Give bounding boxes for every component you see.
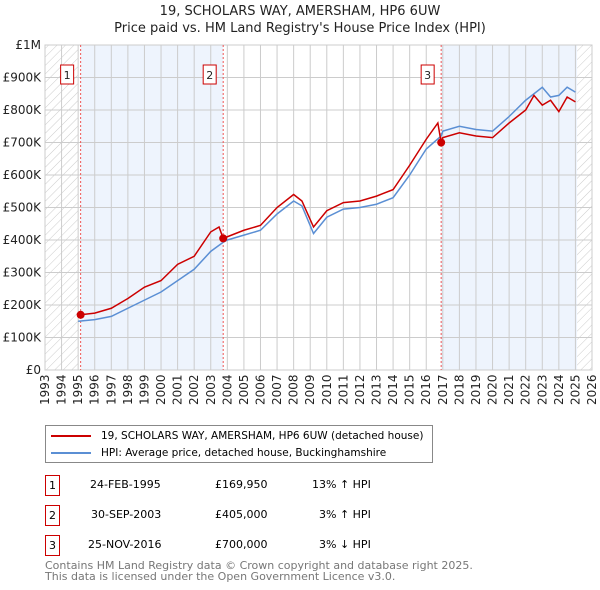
x-tick-label: 1999 [137,374,151,405]
footer-copyright: Contains HM Land Registry data © Crown c… [45,559,473,572]
x-tick-label: 2024 [552,374,566,405]
x-tick-label: 2007 [270,374,284,405]
y-tick-label: £0 [26,363,41,377]
x-tick-label: 1996 [88,374,102,405]
transaction-number: 3 [45,535,60,556]
plot-border [44,44,593,371]
x-tick-label: 2025 [568,374,582,405]
sale-label-box [420,64,435,85]
transaction-number: 1 [45,475,60,496]
series-line [80,94,576,316]
x-tick-label: 2002 [187,374,201,405]
y-tick-label: £600K [3,168,43,182]
x-tick-label: 2026 [585,374,599,405]
sale-label-box [60,64,75,85]
x-tick-label: 2022 [519,374,533,405]
x-tick-label: 2014 [386,374,400,405]
x-tick-label: 2010 [320,374,334,405]
y-tick-label: £800K [3,103,43,117]
x-tick-label: 2004 [220,374,234,405]
sale-label: 3 [424,69,431,82]
transaction-date: 30-SEP-2003 [91,508,162,521]
x-tick-label: 2016 [419,374,433,405]
x-tick-label: 2000 [154,374,168,405]
transaction-hpi: 3% ↓ HPI [319,538,371,551]
x-tick-label: 2021 [502,374,516,405]
transaction-price: £169,950 [215,478,268,491]
legend-swatch [51,435,91,437]
x-tick-label: 2013 [370,374,384,405]
y-tick-label: £1M [15,38,41,52]
x-tick-label: 2023 [535,374,549,405]
transaction-price: £700,000 [215,538,268,551]
x-tick-label: 1993 [38,374,52,405]
x-tick-label: 2009 [303,374,317,405]
transaction-hpi: 3% ↑ HPI [319,508,371,521]
x-tick-label: 1997 [104,374,118,405]
series-line [78,86,576,322]
x-tick-label: 2012 [353,374,367,405]
x-tick-label: 1994 [55,374,69,405]
y-tick-label: £300K [3,266,43,280]
x-tick-label: 1998 [121,374,135,405]
x-tick-label: 2020 [486,374,500,405]
x-tick-label: 2017 [436,374,450,405]
x-tick-label: 2001 [171,374,185,405]
x-tick-label: 2003 [204,374,218,405]
plot-area: 1993 1994 1995 1996 1997 1998 1999 2000 2001 2002… [3,38,599,405]
sale-point [437,138,446,147]
y-tick-label: £400K [3,233,43,247]
sale-point [76,310,85,319]
x-tick-label: 1995 [71,374,85,405]
chart-title: 19, SCHOLARS WAY, AMERSHAM, HP6 6UW [159,4,441,19]
x-tick-label: 2018 [452,374,466,405]
legend-item-property: 19, SCHOLARS WAY, AMERSHAM, HP6 6UW (det… [51,428,423,444]
transaction-date: 25-NOV-2016 [88,538,162,551]
x-tick-label: 2006 [253,374,267,405]
sale-label-box [202,64,217,85]
footer-licence: This data is licensed under the Open Gov… [45,570,396,583]
y-tick-label: £100K [3,331,43,345]
y-tick-label: £200K [3,298,43,312]
x-tick-label: 2005 [237,374,251,405]
y-tick-label: £900K [3,71,43,85]
y-tick-label: £700K [3,136,43,150]
sale-point [219,234,228,243]
legend-swatch [51,452,91,454]
transaction-date: 24-FEB-1995 [90,478,161,491]
legend-item-hpi: HPI: Average price, detached house, Buck… [51,445,386,461]
x-tick-label: 2019 [469,374,483,405]
y-tick-label: £500K [3,201,43,215]
legend: 19, SCHOLARS WAY, AMERSHAM, HP6 6UW (det… [45,425,433,463]
sale-label: 1 [64,69,71,82]
chart-subtitle: Price paid vs. HM Land Registry's House … [114,21,486,36]
transaction-hpi: 13% ↑ HPI [312,478,371,491]
x-tick-label: 2015 [403,374,417,405]
x-tick-label: 2008 [287,374,301,405]
legend-label: 19, SCHOLARS WAY, AMERSHAM, HP6 6UW (det… [101,430,424,442]
footer: Contains HM Land Registry data © Crown c… [45,560,473,582]
x-tick-label: 2011 [336,374,350,405]
transaction-number: 2 [45,505,60,526]
legend-label: HPI: Average price, detached house, Buck… [101,447,387,459]
sale-label: 2 [206,69,213,82]
transaction-price: £405,000 [215,508,268,521]
